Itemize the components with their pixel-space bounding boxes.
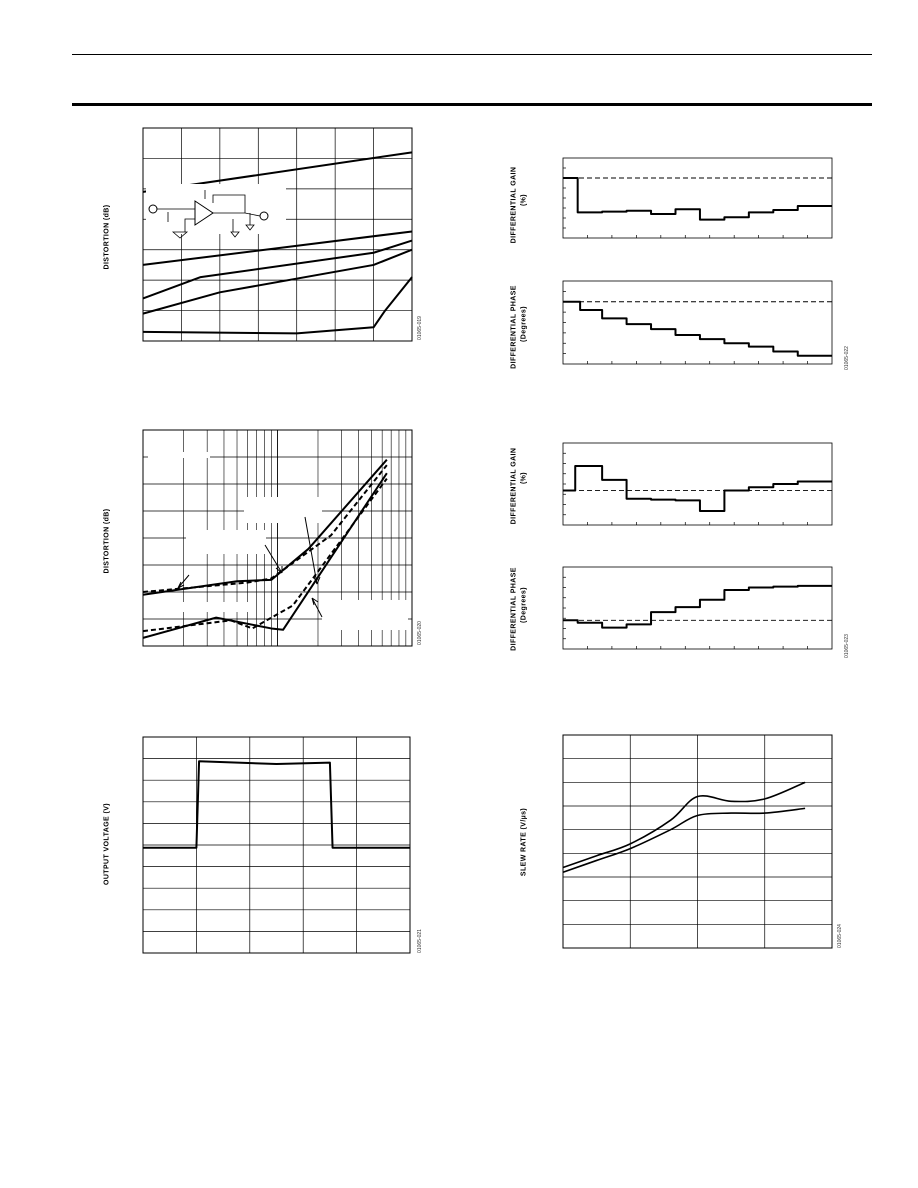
- op-amp-icon: [194, 200, 214, 226]
- differential-gain-step-trace: [563, 464, 832, 513]
- distortion-curve-3: [142, 239, 413, 300]
- distortion-curve-5: [142, 276, 413, 335]
- distortion-curve-2: [142, 464, 388, 593]
- page-header: [72, 54, 872, 106]
- distortion-curve-2: [142, 230, 413, 266]
- plot-frame: [142, 429, 413, 647]
- label-mask: [186, 530, 266, 554]
- distortion-curve-4: [142, 478, 388, 633]
- differential-gain-step-trace: [563, 177, 832, 221]
- schematic-wires: [157, 190, 261, 232]
- label-mask: [244, 497, 322, 523]
- plot-frame: [562, 734, 833, 949]
- slew-rate-curve-1: [562, 781, 806, 869]
- differential-phase-step-trace: [563, 584, 832, 629]
- plot-frame: [142, 127, 413, 342]
- ground-symbol-icon: [171, 224, 255, 239]
- plot-frame: [142, 736, 411, 954]
- label-mask: [148, 452, 210, 458]
- slew-rate-curve-2: [562, 807, 806, 874]
- callout-arrow: [177, 574, 190, 589]
- label-mask: [322, 600, 408, 630]
- callout-arrow: [311, 597, 323, 618]
- pulse-response-trace: [143, 760, 410, 849]
- distortion-curve-4: [142, 248, 413, 315]
- op-amp-schematic-icon: [146, 184, 286, 239]
- differential-phase-step-trace: [563, 300, 832, 357]
- callout-arrow: [264, 544, 283, 574]
- callout-arrow: [304, 516, 321, 585]
- label-mask: [150, 602, 256, 612]
- distortion-curve-1: [142, 459, 388, 596]
